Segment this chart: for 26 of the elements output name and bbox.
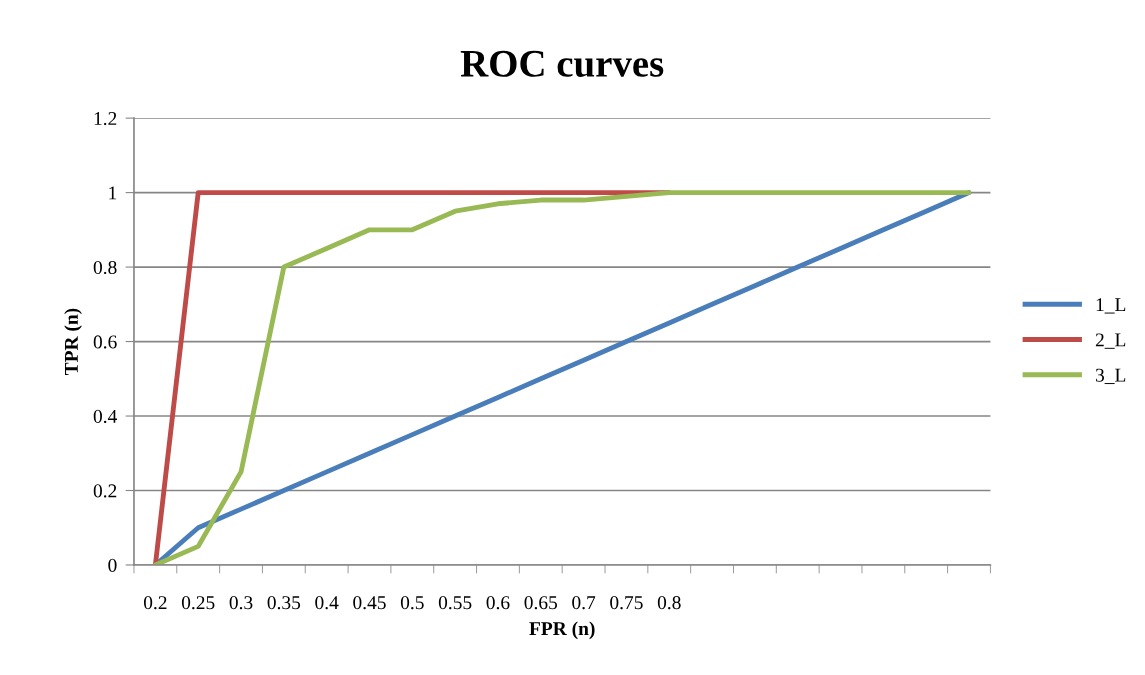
x-tick-label: 0.8 — [657, 596, 681, 610]
x-tick-label: 0.7 — [572, 596, 596, 610]
chart-title: ROC curves — [460, 50, 664, 77]
legend-label: 1_L — [1096, 298, 1126, 314]
x-axis-title: FPR (n) — [529, 621, 595, 640]
x-tick-label: 0.4 — [315, 596, 339, 610]
x-tick-label: 0.25 — [181, 596, 215, 610]
x-tick-label: 0.75 — [610, 596, 643, 610]
x-tick-label: 0.3 — [229, 596, 253, 610]
x-tick-label: 0.35 — [267, 596, 301, 610]
y-tick-label: 0.2 — [93, 484, 117, 498]
y-tick-label: 1 — [109, 186, 117, 200]
y-axis-title: TPR (n) — [64, 308, 82, 375]
legend-label: 2_L — [1095, 333, 1126, 349]
y-tick-label: 0.4 — [93, 409, 117, 424]
x-tick-label: 0.55 — [438, 596, 472, 610]
x-tick-label: 0.45 — [353, 596, 386, 610]
y-tick-label: 0.8 — [93, 260, 117, 275]
y-tick-label: 1.2 — [94, 112, 117, 126]
y-tick-label: 0 — [108, 558, 117, 572]
x-tick-label: 0.65 — [524, 596, 558, 610]
x-tick-label: 0.2 — [143, 596, 167, 610]
x-tick-label: 0.6 — [486, 596, 510, 610]
x-tick-label: 0.5 — [400, 596, 424, 610]
legend-label: 3_L — [1095, 368, 1126, 385]
y-tick-label: 0.6 — [93, 335, 117, 349]
